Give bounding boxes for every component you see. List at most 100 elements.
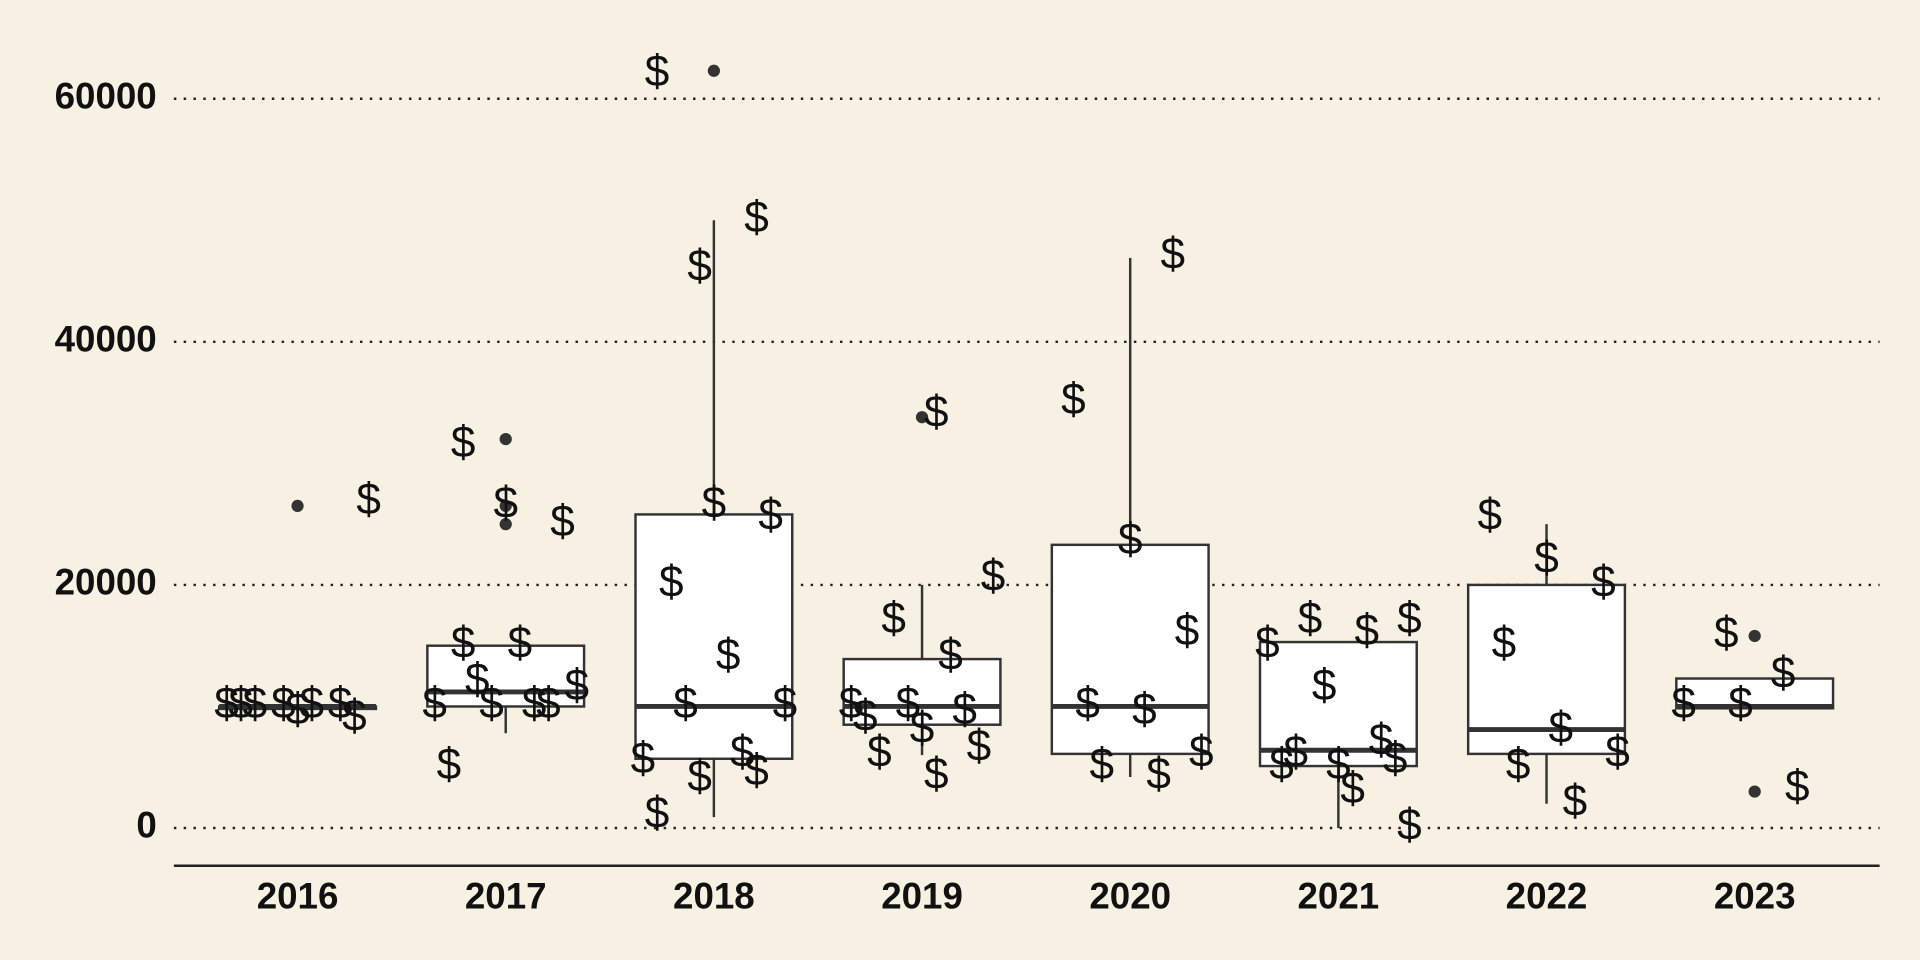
point: $ (702, 479, 727, 528)
point: $ (1255, 618, 1280, 667)
y-tick-label: 0 (136, 805, 156, 846)
outlier (1748, 785, 1761, 798)
point: $ (285, 685, 310, 734)
y-tick-label: 60000 (55, 75, 157, 116)
point: $ (522, 679, 547, 728)
y-tick-label: 20000 (55, 562, 157, 603)
point: $ (867, 728, 892, 777)
point: $ (1340, 764, 1365, 813)
point: $ (1771, 649, 1796, 698)
box (1050, 543, 1210, 756)
x-tick-label: 2017 (465, 875, 547, 916)
point: $ (465, 655, 490, 704)
point: $ (1061, 375, 1086, 424)
point: $ (1090, 740, 1115, 789)
point: $ (1785, 762, 1810, 811)
point: $ (1146, 750, 1171, 799)
point: $ (1671, 679, 1696, 728)
point: $ (1563, 776, 1588, 825)
point: $ (1189, 728, 1214, 777)
point: $ (564, 661, 589, 710)
point: $ (967, 722, 992, 771)
point: $ (328, 679, 353, 728)
point: $ (451, 618, 476, 667)
outlier (915, 411, 929, 424)
point: $ (550, 497, 575, 546)
point: $ (451, 418, 476, 467)
outlier (291, 499, 304, 513)
point: $ (839, 679, 864, 728)
x-tick-label: 2020 (1089, 875, 1171, 916)
point: $ (730, 728, 755, 777)
point: $ (631, 734, 656, 783)
point: $ (1132, 685, 1157, 734)
point: $ (853, 691, 878, 740)
point: $ (1326, 740, 1351, 789)
outlier (707, 64, 720, 77)
point: $ (536, 679, 561, 728)
point: $ (243, 679, 268, 728)
x-tick-label: 2021 (1298, 875, 1380, 916)
box (634, 513, 794, 760)
x-tick-label: 2018 (673, 875, 755, 916)
point: $ (773, 679, 798, 728)
point: $ (981, 551, 1006, 600)
box (1466, 583, 1627, 756)
point: $ (924, 750, 949, 799)
point: $ (645, 789, 670, 838)
point: $ (1534, 533, 1559, 582)
point: $ (952, 685, 977, 734)
point: $ (687, 752, 712, 801)
point: $ (1283, 728, 1308, 777)
point: $ (1355, 606, 1380, 655)
y-tick-label: 40000 (55, 319, 157, 360)
point: $ (479, 679, 504, 728)
box (426, 644, 586, 708)
point: $ (744, 193, 769, 242)
point: $ (716, 631, 741, 680)
outlier (499, 432, 512, 446)
point: $ (437, 740, 462, 789)
point: $ (422, 679, 447, 728)
point: $ (758, 491, 783, 540)
outlier (499, 499, 512, 513)
point: $ (1298, 594, 1323, 643)
point: $ (881, 594, 906, 643)
point: $ (1492, 618, 1517, 667)
box (1258, 640, 1418, 768)
point: $ (924, 387, 949, 436)
x-tick-label: 2016 (257, 875, 339, 916)
point: $ (1118, 515, 1143, 564)
point: $ (1175, 606, 1200, 655)
x-tick-label: 2023 (1714, 875, 1796, 916)
point: $ (659, 558, 684, 607)
point: $ (1591, 558, 1616, 607)
point: $ (1506, 740, 1531, 789)
point: $ (1397, 801, 1422, 850)
point: $ (645, 47, 670, 96)
point: $ (687, 242, 712, 291)
point: $ (228, 679, 253, 728)
outlier (499, 518, 512, 531)
point: $ (1161, 229, 1186, 278)
point: $ (299, 679, 324, 728)
point: $ (1728, 679, 1753, 728)
point: $ (356, 475, 381, 524)
point: $ (1714, 609, 1739, 658)
point: $ (1477, 491, 1502, 540)
point: $ (214, 679, 239, 728)
point: $ (342, 691, 367, 740)
point: $ (508, 618, 533, 667)
point: $ (744, 746, 769, 795)
point: $ (1369, 716, 1394, 765)
point: $ (673, 679, 698, 728)
point: $ (1605, 728, 1630, 777)
point: $ (1548, 703, 1573, 752)
point: $ (1397, 594, 1422, 643)
outlier (1748, 629, 1761, 643)
point: $ (493, 479, 518, 528)
x-tick-label: 2019 (881, 875, 963, 916)
point: $ (1383, 734, 1408, 783)
